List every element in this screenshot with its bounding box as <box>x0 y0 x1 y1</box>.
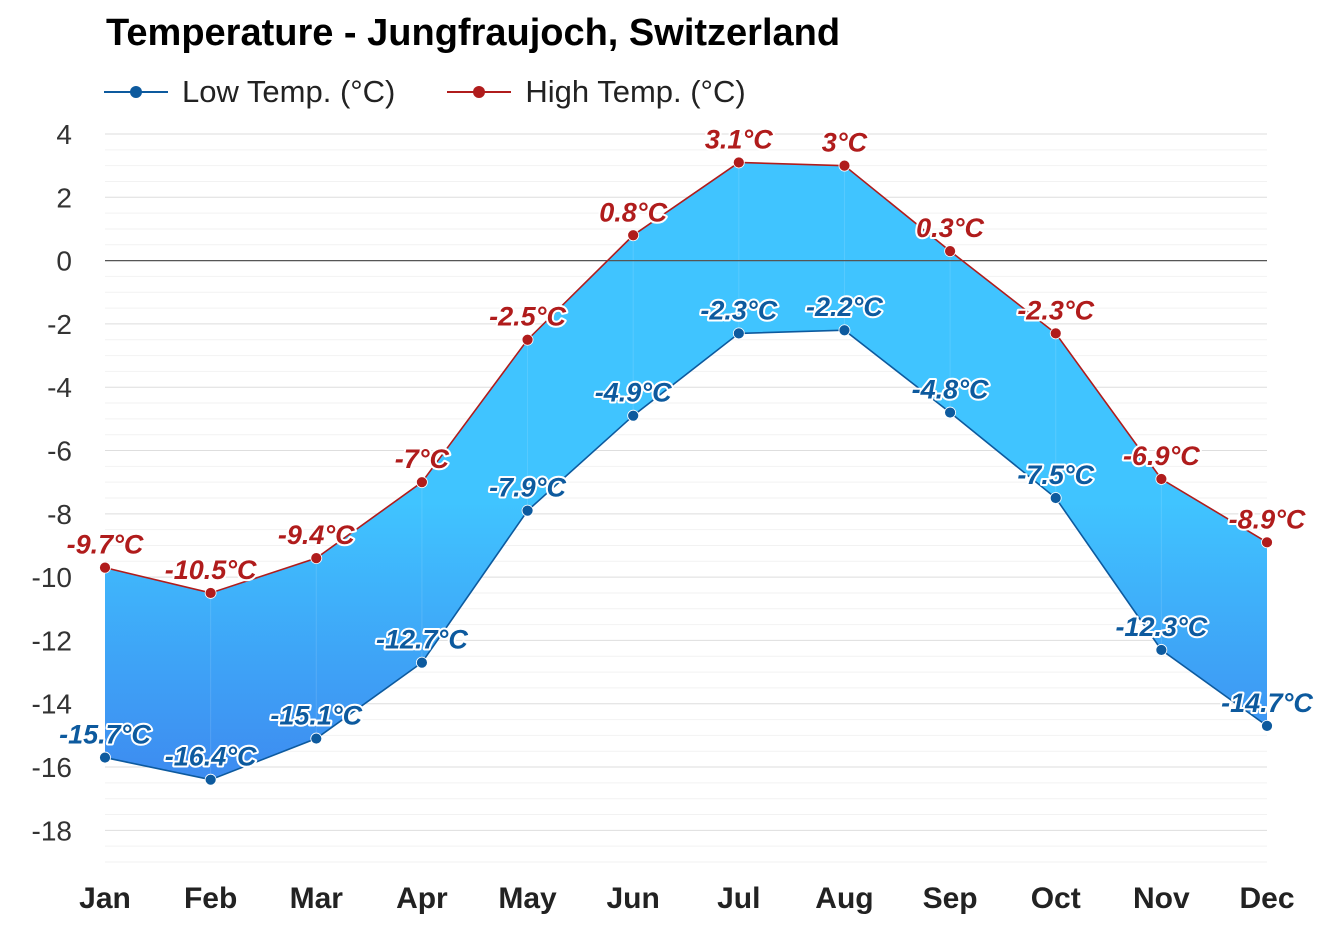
legend-label-low: Low Temp. (°C) <box>182 74 396 109</box>
x-tick-label: Mar <box>290 882 344 915</box>
temperature-range-area <box>105 162 1267 780</box>
data-label-high: -6.9°C <box>1123 441 1200 471</box>
y-tick-label: -16 <box>32 752 72 783</box>
series-line-layer <box>104 161 1268 781</box>
x-tick-label: Aug <box>815 882 873 915</box>
data-label-layer: -9.7°C -10.5°C -9.4°C -7°C -2.5°C 0.8°C 3.1°C 3… <box>57 122 1315 773</box>
y-tick-label: -14 <box>32 689 72 720</box>
point-low[interactable] <box>627 409 640 422</box>
y-tick-label: 2 <box>56 182 72 213</box>
point-high[interactable] <box>99 561 111 574</box>
data-label-high: 3°C <box>822 128 868 158</box>
y-tick-label: -18 <box>32 815 72 846</box>
data-label-low: -16.4°C <box>165 742 257 772</box>
y-axis: 4 2 0 -2 -4 -6 -8 -10 -12 -14 -16 -18 <box>32 119 72 846</box>
range-area-layer <box>105 162 1267 780</box>
point-high[interactable] <box>1261 536 1273 549</box>
point-high[interactable] <box>310 552 323 565</box>
data-label-low: -12.7°C <box>376 625 468 655</box>
data-label-high: -10.5°C <box>165 555 257 585</box>
point-low[interactable] <box>521 504 534 517</box>
data-label-high: 0.8°C <box>599 197 667 227</box>
data-label-low: -15.7°C <box>59 720 151 750</box>
data-label-high: -2.3°C <box>1017 295 1094 325</box>
point-high[interactable] <box>521 333 534 346</box>
data-label-high: -9.7°C <box>67 530 144 560</box>
y-tick-label: 0 <box>56 246 72 277</box>
point-low[interactable] <box>944 406 956 419</box>
y-tick-label: -2 <box>47 309 72 340</box>
x-tick-label: May <box>498 882 557 915</box>
point-layer <box>99 156 1273 786</box>
data-label-high: -7°C <box>395 444 450 474</box>
legend-swatch-high <box>447 82 512 102</box>
x-tick-label: Oct <box>1031 882 1081 915</box>
point-low[interactable] <box>204 773 217 786</box>
data-label-high: 0.3°C <box>916 213 984 243</box>
point-high[interactable] <box>416 476 428 489</box>
y-tick-label: -4 <box>47 372 72 403</box>
data-label-high: -8.9°C <box>1229 504 1306 534</box>
data-label-low: -14.7°C <box>1221 688 1313 718</box>
data-label-low: -2.3°C <box>700 295 777 325</box>
y-tick-label: -8 <box>47 499 72 530</box>
data-label-low: -4.9°C <box>595 378 672 408</box>
point-low[interactable] <box>416 656 428 669</box>
x-axis: Jan Feb Mar Apr May Jun Jul Aug Sep Oct Nov Dec <box>79 882 1294 915</box>
data-label-high: -9.4°C <box>278 520 355 550</box>
x-tick-label: Nov <box>1133 882 1190 915</box>
point-high[interactable] <box>944 245 956 258</box>
y-tick-label: -6 <box>47 436 72 467</box>
x-tick-label: Apr <box>396 882 448 915</box>
point-high[interactable] <box>838 159 851 172</box>
point-low[interactable] <box>732 327 745 340</box>
x-tick-label: Dec <box>1239 882 1294 915</box>
data-label-low: -2.2°C <box>806 292 883 322</box>
data-label-high: -2.5°C <box>489 302 566 332</box>
point-low[interactable] <box>1155 644 1168 656</box>
chart-title: Temperature - Jungfraujoch, Switzerland <box>106 12 841 54</box>
point-high[interactable] <box>1049 327 1062 340</box>
series-line-low <box>104 329 1268 781</box>
data-label-low: -12.3°C <box>1115 612 1207 642</box>
point-low[interactable] <box>838 324 851 337</box>
y-tick-label: 4 <box>56 119 72 150</box>
point-high[interactable] <box>732 156 745 169</box>
x-tick-label: Sep <box>923 882 978 915</box>
data-label-high: 3.1°C <box>705 124 773 154</box>
legend-label-high: High Temp. (°C) <box>525 74 746 109</box>
series-line-high <box>104 161 1268 594</box>
y-tick-label: -12 <box>32 625 72 656</box>
x-tick-label: Jan <box>79 882 131 915</box>
point-high[interactable] <box>1155 473 1168 485</box>
y-tick-label: -10 <box>32 562 72 593</box>
x-tick-label: Jun <box>607 882 660 915</box>
legend-item-low[interactable]: Low Temp. (°C) <box>104 74 395 110</box>
x-tick-label: Jul <box>717 882 760 915</box>
legend-swatch-low <box>104 82 168 102</box>
point-low[interactable] <box>1261 719 1273 732</box>
x-tick-label: Feb <box>184 882 237 915</box>
point-low[interactable] <box>99 751 111 764</box>
point-low[interactable] <box>310 732 323 745</box>
data-label-low: -7.9°C <box>489 473 566 503</box>
point-low[interactable] <box>1049 492 1062 504</box>
point-high[interactable] <box>204 587 217 599</box>
data-label-low: -7.5°C <box>1017 460 1094 490</box>
legend-item-high[interactable]: High Temp. (°C) <box>447 74 746 110</box>
point-high[interactable] <box>627 229 640 242</box>
data-label-low: -15.1°C <box>270 701 362 731</box>
legend: Low Temp. (°C) High Temp. (°C) <box>104 72 798 112</box>
data-label-low: -4.8°C <box>912 375 989 405</box>
